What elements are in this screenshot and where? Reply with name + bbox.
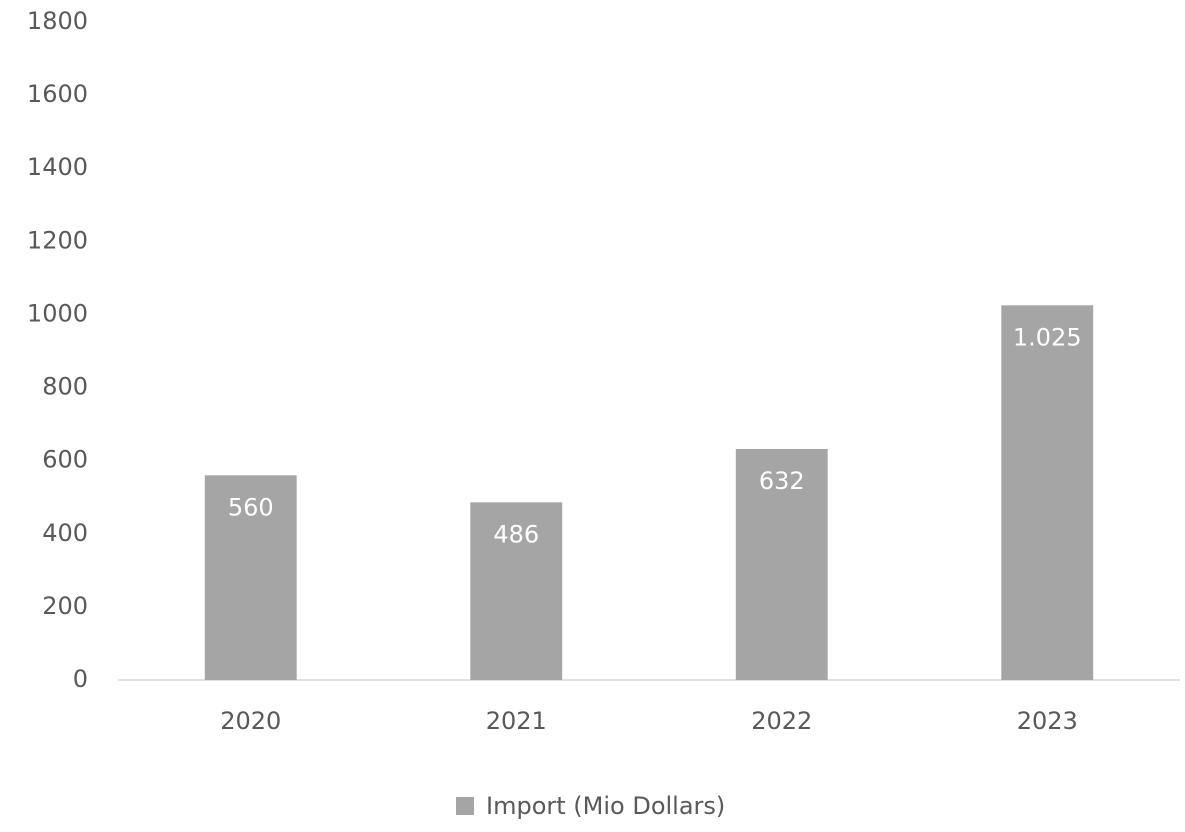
y-tick-label: 600 <box>42 446 88 474</box>
y-tick-label: 1400 <box>27 153 88 181</box>
x-tick-label: 2023 <box>1017 707 1078 735</box>
y-tick-label: 800 <box>42 373 88 401</box>
legend-swatch <box>456 797 474 815</box>
y-tick-label: 1000 <box>27 299 88 327</box>
x-tick-label: 2020 <box>220 707 281 735</box>
y-tick-label: 400 <box>42 519 88 547</box>
data-label: 1.025 <box>1013 323 1082 351</box>
y-tick-label: 1800 <box>27 7 88 35</box>
y-tick-label: 1200 <box>27 226 88 254</box>
data-label: 560 <box>228 493 274 521</box>
y-tick-label: 0 <box>73 665 88 693</box>
data-label: 632 <box>759 467 805 495</box>
bar <box>204 475 297 680</box>
legend-label: Import (Mio Dollars) <box>486 792 725 820</box>
bar <box>470 502 563 680</box>
y-tick-label: 200 <box>42 592 88 620</box>
x-tick-label: 2022 <box>751 707 812 735</box>
bar <box>1001 305 1094 680</box>
bar <box>735 448 828 680</box>
y-tick-label: 1600 <box>27 80 88 108</box>
data-label: 486 <box>493 520 539 548</box>
x-tick-label: 2021 <box>486 707 547 735</box>
